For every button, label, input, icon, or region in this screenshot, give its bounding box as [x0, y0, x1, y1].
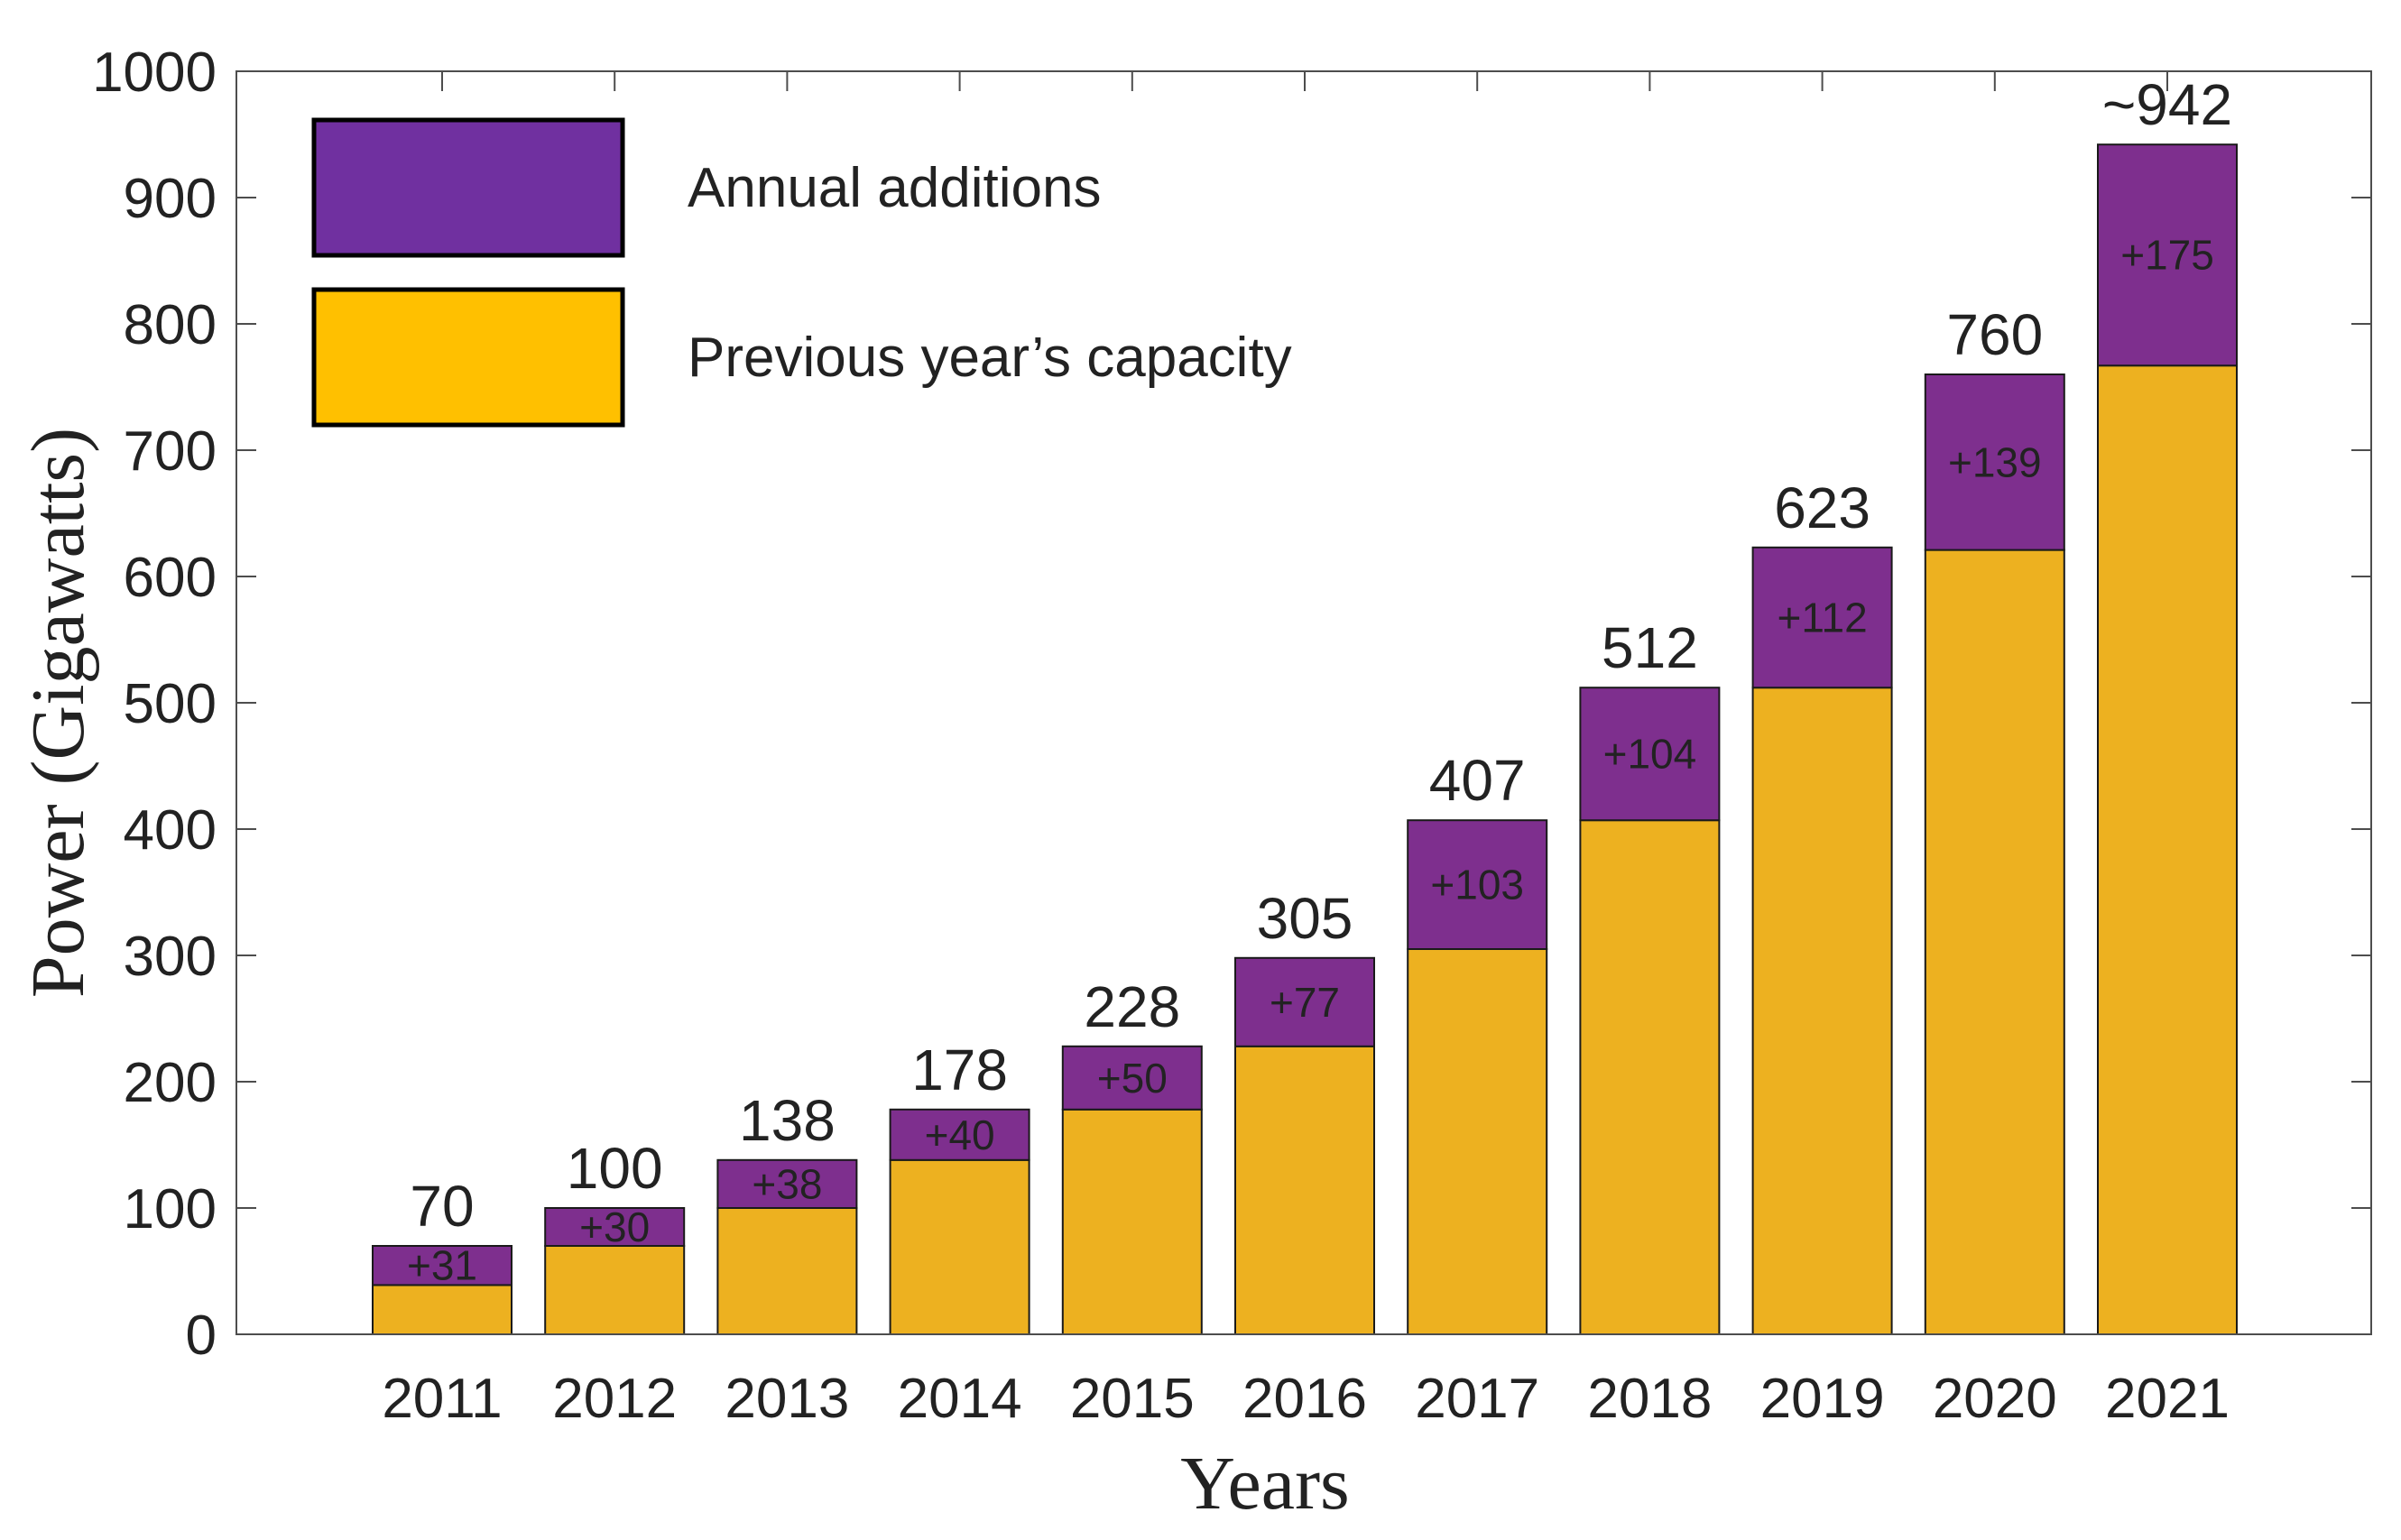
- total-label-2011: 70: [410, 1174, 474, 1239]
- y-tick-label-200: 200: [124, 1052, 217, 1114]
- y-tick-label-600: 600: [124, 547, 217, 609]
- x-tick-label-2015: 2015: [1070, 1368, 1195, 1430]
- bar-annual-addition-2020: [1924, 373, 2065, 551]
- y-tick-label-700: 700: [124, 420, 217, 483]
- increment-label-2013: +38: [752, 1160, 822, 1207]
- y-tick-label-800: 800: [124, 294, 217, 356]
- bar-annual-addition-2011: [372, 1245, 513, 1286]
- legend-swatch-previous-capacity: [311, 287, 625, 428]
- total-label-2013: 138: [739, 1088, 836, 1153]
- y-tick-label-1000: 1000: [92, 41, 217, 104]
- bar-previous-capacity-2011: [372, 1284, 513, 1336]
- increment-label-2016: +77: [1270, 979, 1340, 1026]
- bar-previous-capacity-2021: [2097, 364, 2238, 1336]
- x-tick-label-2017: 2017: [1415, 1368, 1539, 1430]
- bar-previous-capacity-2020: [1924, 549, 2065, 1335]
- bar-annual-addition-2014: [889, 1108, 1030, 1161]
- total-label-2014: 178: [911, 1037, 1008, 1102]
- increment-label-2014: +40: [925, 1111, 995, 1158]
- increment-label-2012: +30: [579, 1203, 650, 1250]
- x-tick-label-2014: 2014: [898, 1368, 1022, 1430]
- y-tick-label-100: 100: [124, 1178, 217, 1240]
- bar-annual-addition-2021: [2097, 143, 2238, 367]
- x-tick-label-2018: 2018: [1587, 1368, 1712, 1430]
- total-label-2020: 760: [1946, 302, 2043, 367]
- bar-previous-capacity-2012: [544, 1245, 686, 1335]
- bar-previous-capacity-2019: [1751, 687, 1893, 1335]
- x-tick-label-2013: 2013: [725, 1368, 849, 1430]
- total-label-2018: 512: [1602, 615, 1698, 680]
- bar-annual-addition-2019: [1751, 546, 1893, 689]
- bar-annual-addition-2018: [1579, 687, 1721, 822]
- total-label-2015: 228: [1084, 974, 1180, 1039]
- bar-annual-addition-2016: [1234, 956, 1375, 1047]
- bar-previous-capacity-2013: [716, 1207, 858, 1335]
- legend: Annual additions Previous year’s capacit…: [311, 117, 1292, 428]
- legend-label-annual-additions: Annual additions: [688, 157, 1101, 219]
- x-tick-label-2012: 2012: [552, 1368, 677, 1430]
- y-tick-label-400: 400: [124, 799, 217, 862]
- y-tick-label-0: 0: [186, 1305, 217, 1367]
- x-tick-label-2011: 2011: [382, 1368, 502, 1430]
- total-label-2017: 407: [1429, 748, 1526, 813]
- bar-annual-addition-2013: [716, 1158, 858, 1210]
- bar-annual-addition-2015: [1061, 1045, 1203, 1111]
- total-label-2016: 305: [1257, 886, 1353, 951]
- x-axis-title: Years: [1180, 1442, 1349, 1526]
- x-tick-label-2019: 2019: [1760, 1368, 1885, 1430]
- bar-previous-capacity-2018: [1579, 819, 1721, 1335]
- x-tick-label-2016: 2016: [1242, 1368, 1367, 1430]
- bar-previous-capacity-2016: [1234, 1045, 1375, 1336]
- total-label-2012: 100: [567, 1136, 663, 1201]
- increment-label-2018: +104: [1603, 731, 1697, 778]
- increment-label-2011: +31: [407, 1242, 477, 1289]
- legend-swatch-annual-additions: [311, 117, 625, 258]
- y-tick-label-300: 300: [124, 926, 217, 988]
- total-label-2021: ~942: [2102, 72, 2232, 137]
- total-label-2019: 623: [1774, 475, 1870, 540]
- bar-previous-capacity-2017: [1407, 948, 1548, 1335]
- increment-label-2020: +139: [1948, 438, 2042, 485]
- bar-previous-capacity-2015: [1061, 1108, 1203, 1336]
- increment-label-2015: +50: [1097, 1055, 1168, 1102]
- bar-annual-addition-2012: [544, 1207, 686, 1247]
- bar-previous-capacity-2014: [889, 1158, 1030, 1336]
- legend-label-previous-capacity: Previous year’s capacity: [688, 327, 1292, 389]
- increment-label-2017: +103: [1430, 862, 1524, 908]
- y-tick-label-900: 900: [124, 168, 217, 230]
- x-tick-label-2020: 2020: [1933, 1368, 2057, 1430]
- plot-frame: [235, 70, 2372, 1335]
- x-tick-label-2021: 2021: [2105, 1368, 2230, 1430]
- y-axis-title: Power (Gigawatts): [16, 428, 100, 998]
- increment-label-2019: +112: [1777, 595, 1867, 641]
- y-tick-label-500: 500: [124, 673, 217, 735]
- increment-label-2021: +175: [2120, 232, 2214, 279]
- bar-annual-addition-2017: [1407, 819, 1548, 951]
